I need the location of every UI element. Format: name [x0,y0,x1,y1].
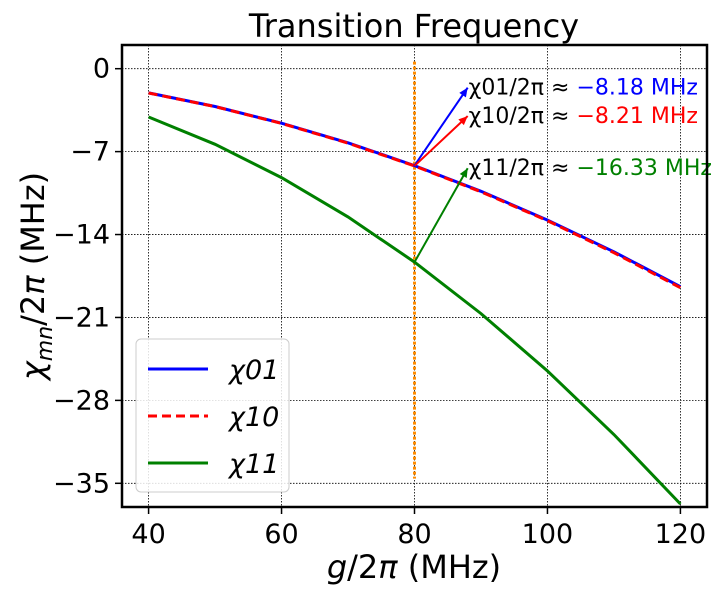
y-tick-label: −21 [53,302,110,333]
annotation-arrow-head [459,87,468,98]
x-axis-title: g/2π (MHz) [327,548,501,586]
y-tick-label: −14 [53,220,110,251]
legend-label: χ11 [227,449,279,480]
annotation-text: χ01/2π ≈ −8.18 MHz [469,76,698,101]
annotation-label: χ10/2π ≈ [469,104,577,129]
annotation-label: χ01/2π ≈ [469,76,577,101]
y-tick-label: −7 [70,137,110,168]
legend-box [135,338,290,493]
legend-label: χ01 [227,355,279,386]
x-tick-label: 120 [655,519,707,550]
legend-label: χ10 [227,402,279,433]
x-tick-label: 100 [522,519,574,550]
annotation-arrow-head [459,168,468,179]
series-line-χ10 [148,91,682,290]
x-tick-label: 60 [264,519,298,550]
legend: χ01 χ10 χ11 [135,338,290,493]
annotation-text: χ10/2π ≈ −8.21 MHz [469,104,698,129]
annotation-value: −8.18 MHz [576,76,697,101]
annotation-value: −8.21 MHz [576,104,697,129]
annotation-text: χ11/2π ≈ −16.33 MHz [469,156,712,181]
y-ticks: 0 −7 −14 −21 −28 −35 [53,54,122,499]
y-tick-label: −28 [53,385,110,416]
y-tick-label: 0 [93,54,110,85]
annotation-arrow-shaft [413,87,469,167]
annotations: χ01/2π ≈ −8.18 MHz χ10/2π ≈ −8.21 MHz χ11/… [413,76,712,263]
x-tick-label: 80 [397,519,431,550]
x-ticks: 40 60 80 100 120 [131,507,706,550]
chart-title: Transition Frequency [248,7,579,45]
x-tick-label: 40 [131,519,165,550]
annotation-value: −16.33 MHz [576,156,711,181]
annotation-arrow-shaft [413,167,469,263]
y-tick-label: −35 [53,468,110,499]
annotation-arrow-shaft [413,115,469,167]
annotation-label: χ11/2π ≈ [469,156,577,181]
annotation-arrow-head [458,116,468,126]
y-axis-title: χmn/2π (MHz) [14,172,58,382]
